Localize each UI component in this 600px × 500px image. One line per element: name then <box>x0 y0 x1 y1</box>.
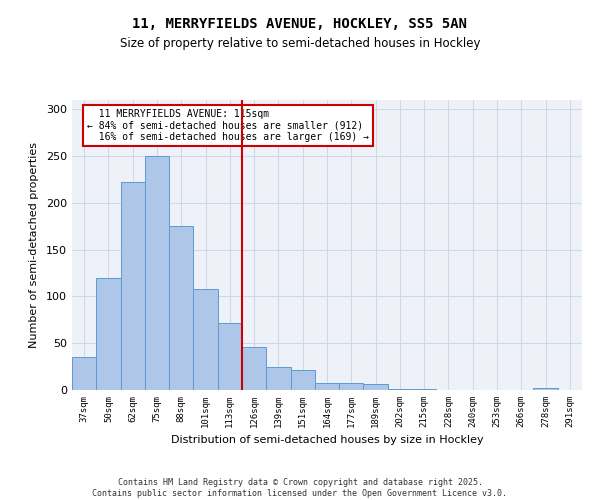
Bar <box>145 156 169 390</box>
Text: 11 MERRYFIELDS AVENUE: 115sqm
← 84% of semi-detached houses are smaller (912)
  : 11 MERRYFIELDS AVENUE: 115sqm ← 84% of s… <box>88 108 370 142</box>
Bar <box>121 182 145 390</box>
Bar <box>412 389 436 390</box>
Bar <box>72 358 96 390</box>
Bar <box>533 388 558 390</box>
Y-axis label: Number of semi-detached properties: Number of semi-detached properties <box>29 142 39 348</box>
Bar <box>242 347 266 390</box>
Bar <box>96 278 121 390</box>
Bar <box>388 389 412 390</box>
Bar <box>290 370 315 390</box>
Text: Contains HM Land Registry data © Crown copyright and database right 2025.
Contai: Contains HM Land Registry data © Crown c… <box>92 478 508 498</box>
Bar <box>364 384 388 390</box>
Bar <box>339 384 364 390</box>
Bar <box>193 289 218 390</box>
Bar <box>218 322 242 390</box>
Bar <box>169 226 193 390</box>
Bar <box>315 382 339 390</box>
Bar <box>266 366 290 390</box>
Text: Size of property relative to semi-detached houses in Hockley: Size of property relative to semi-detach… <box>120 38 480 51</box>
X-axis label: Distribution of semi-detached houses by size in Hockley: Distribution of semi-detached houses by … <box>170 436 484 446</box>
Text: 11, MERRYFIELDS AVENUE, HOCKLEY, SS5 5AN: 11, MERRYFIELDS AVENUE, HOCKLEY, SS5 5AN <box>133 18 467 32</box>
